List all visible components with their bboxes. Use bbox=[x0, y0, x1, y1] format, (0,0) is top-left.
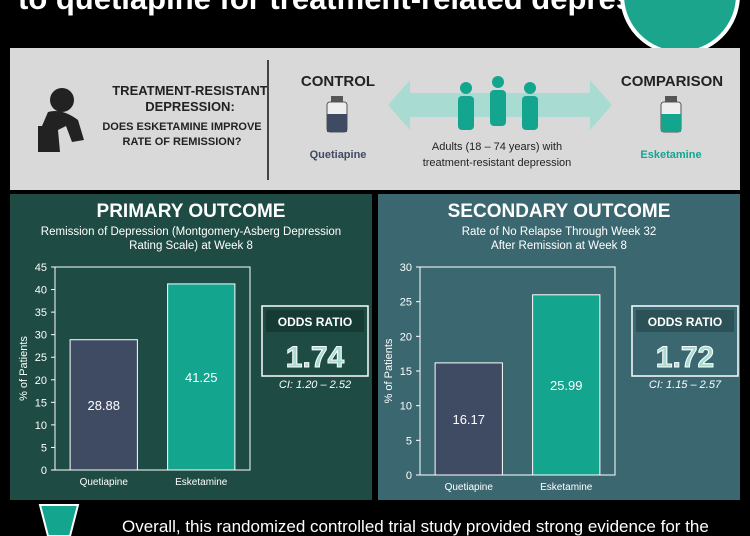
page-title: to quetiapine for treatment-related depr… bbox=[18, 0, 697, 16]
value-label: 41.25 bbox=[185, 370, 218, 385]
chart-title: SECONDARY OUTCOME bbox=[448, 201, 671, 222]
control-label: CONTROL bbox=[301, 73, 375, 90]
odds-ratio-label: ODDS RATIO bbox=[648, 315, 722, 329]
y-tick-label: 30 bbox=[35, 330, 47, 342]
thinking-person-icon bbox=[38, 88, 84, 152]
y-tick-label: 45 bbox=[35, 262, 47, 274]
comparison-bottle-icon bbox=[660, 96, 682, 133]
y-tick-label: 15 bbox=[35, 397, 47, 409]
population-line: treatment-resistant depression bbox=[423, 157, 572, 169]
y-tick-label: 25 bbox=[400, 297, 412, 309]
population-line: Adults (18 – 74 years) with bbox=[432, 141, 562, 153]
footer-icon bbox=[38, 504, 80, 536]
y-tick-label: 20 bbox=[400, 331, 412, 343]
comparison-label: COMPARISON bbox=[621, 73, 723, 90]
y-tick-label: 5 bbox=[406, 435, 412, 447]
chart-title: PRIMARY OUTCOME bbox=[97, 201, 286, 222]
bar bbox=[167, 283, 236, 471]
x-tick-label: Quetiapine bbox=[445, 482, 494, 493]
footer-band bbox=[0, 502, 750, 536]
footer-text: Overall, this randomized controlled tria… bbox=[122, 517, 709, 536]
plot-frame bbox=[54, 266, 251, 471]
question-line: DEPRESSION: bbox=[145, 99, 235, 114]
y-axis-label: % of Patients bbox=[383, 338, 395, 403]
question-line: RATE OF REMISSION? bbox=[123, 136, 242, 148]
odds-ratio-header bbox=[266, 310, 364, 332]
chart-subtitle: Rating Scale) at Week 8 bbox=[129, 240, 253, 252]
y-tick-label: 0 bbox=[406, 470, 412, 482]
intro-panel bbox=[10, 48, 740, 190]
chart-subtitle: Rate of No Relapse Through Week 32 bbox=[462, 226, 657, 238]
bar bbox=[434, 362, 503, 476]
odds-ratio-value: 1.72 bbox=[656, 341, 714, 374]
odds-ratio-value: 1.74 bbox=[286, 341, 345, 374]
y-tick-label: 20 bbox=[35, 375, 47, 387]
bar bbox=[69, 339, 138, 471]
odds-ratio-label: ODDS RATIO bbox=[278, 315, 352, 329]
odds-ratio-ci: CI: 1.20 – 2.52 bbox=[279, 379, 351, 391]
y-tick-label: 10 bbox=[35, 420, 47, 432]
y-tick-label: 10 bbox=[400, 401, 412, 413]
control-drug: Quetiapine bbox=[310, 149, 367, 161]
y-tick-label: 40 bbox=[35, 285, 47, 297]
odds-ratio-ci: CI: 1.15 – 2.57 bbox=[649, 379, 722, 391]
y-tick-label: 5 bbox=[41, 442, 47, 454]
y-tick-label: 0 bbox=[41, 465, 47, 477]
value-label: 28.88 bbox=[87, 398, 120, 413]
value-label: 16.17 bbox=[452, 412, 485, 427]
y-tick-label: 15 bbox=[400, 366, 412, 378]
people-icon bbox=[458, 76, 538, 130]
bar bbox=[532, 294, 601, 476]
y-tick-label: 35 bbox=[35, 307, 47, 319]
x-tick-label: Esketamine bbox=[175, 477, 228, 488]
comparison-drug: Esketamine bbox=[640, 149, 701, 161]
y-axis-label: % of Patients bbox=[18, 336, 30, 401]
question-line: DOES ESKETAMINE IMPROVE bbox=[102, 121, 261, 133]
y-tick-label: 30 bbox=[400, 262, 412, 274]
value-label: 25.99 bbox=[550, 378, 583, 393]
question-line: TREATMENT-RESISTANT bbox=[112, 83, 268, 98]
chart-subtitle: After Remission at Week 8 bbox=[491, 240, 627, 252]
odds-ratio-header bbox=[636, 310, 734, 332]
x-tick-label: Quetiapine bbox=[80, 477, 129, 488]
y-tick-label: 25 bbox=[35, 352, 47, 364]
chart-subtitle: Remission of Depression (Montgomery-Asbe… bbox=[41, 226, 341, 238]
x-tick-label: Esketamine bbox=[540, 482, 593, 493]
control-bottle-icon bbox=[326, 96, 348, 133]
